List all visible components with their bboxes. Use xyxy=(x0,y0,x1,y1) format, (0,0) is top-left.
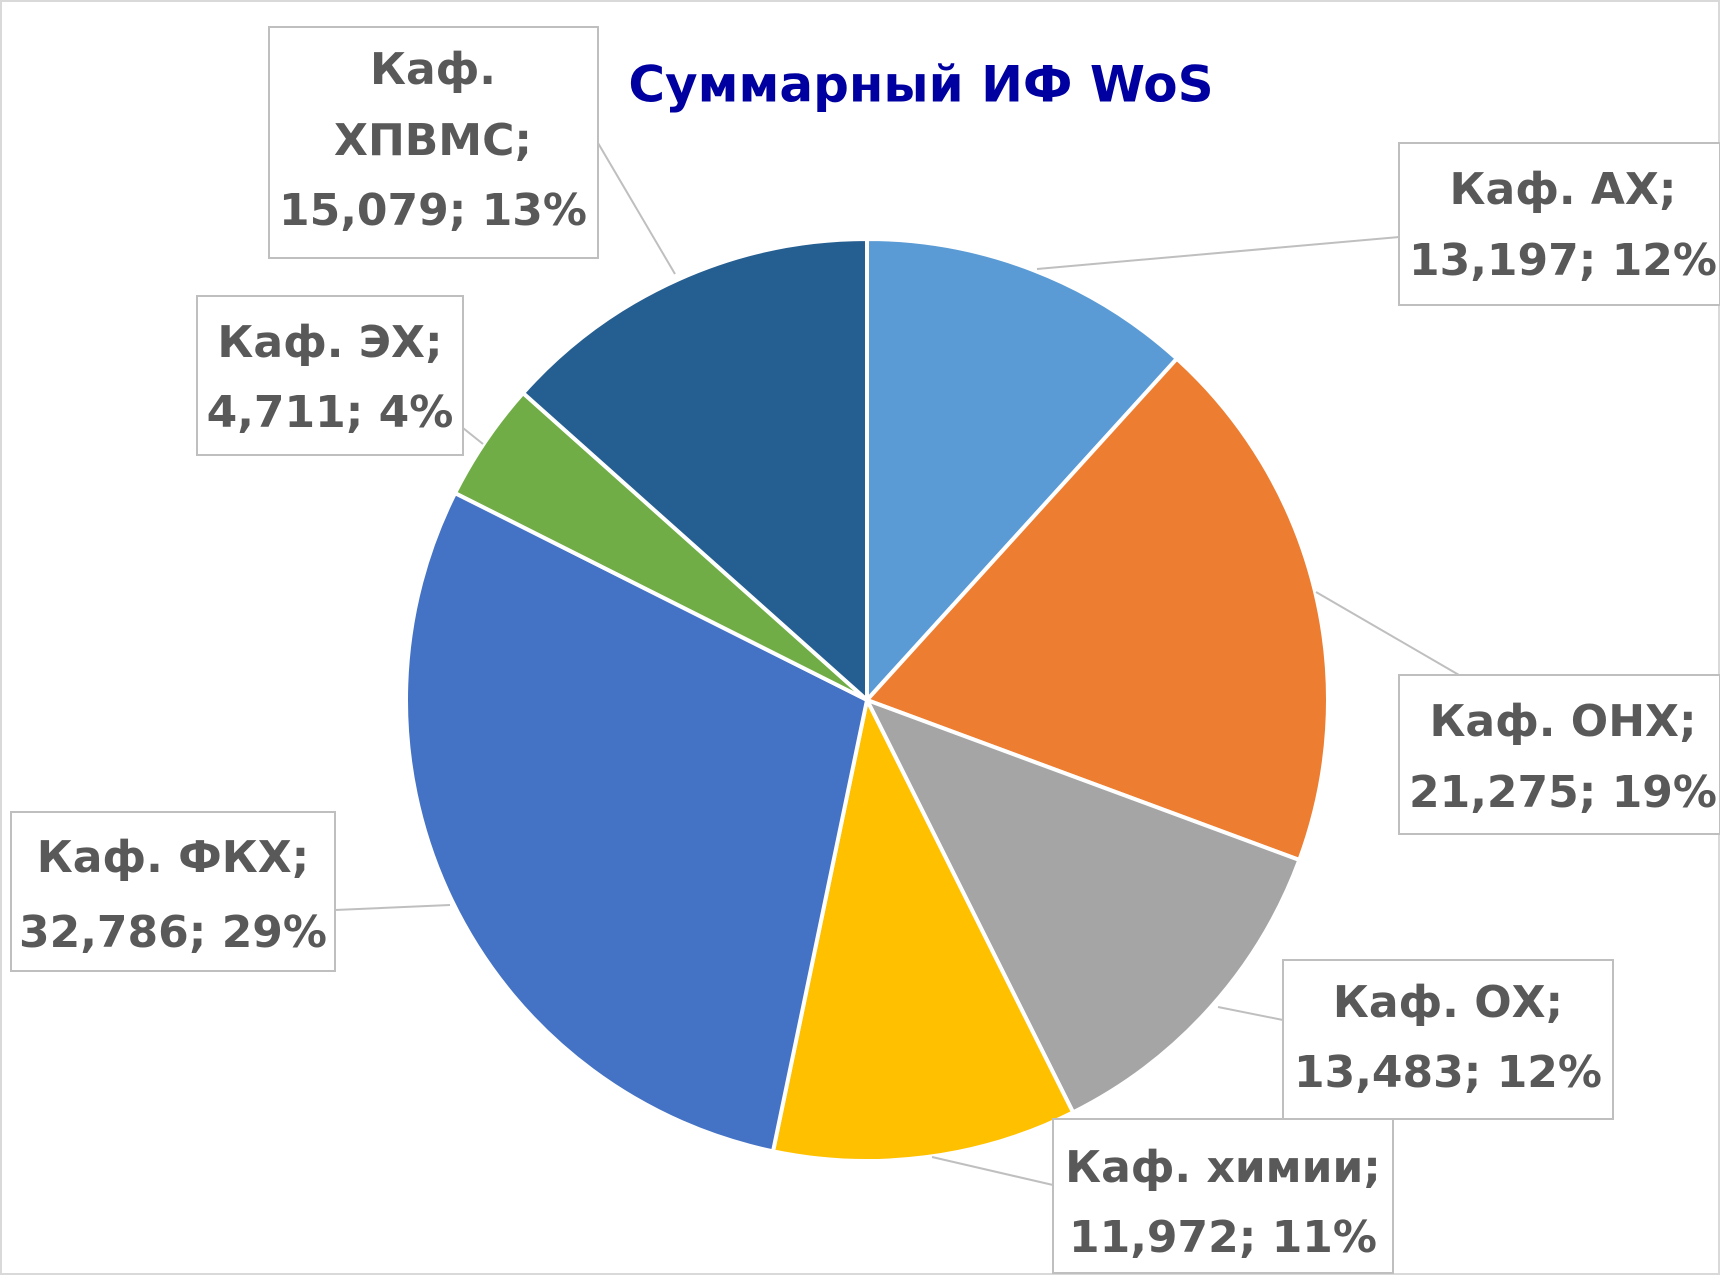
label-box xyxy=(1282,959,1614,1120)
value-label: 15,079; 13% xyxy=(279,185,587,236)
label-box xyxy=(196,295,464,456)
pie-slice xyxy=(862,696,1302,1116)
leader-line xyxy=(334,904,451,911)
label-box xyxy=(1398,142,1720,306)
category-label: Каф. химии; xyxy=(1065,1142,1381,1193)
category-label: Каф. АХ; xyxy=(1450,164,1677,215)
value-label: 4,711; 4% xyxy=(207,387,454,438)
pie-slice xyxy=(770,693,1076,1163)
label-box xyxy=(1052,1118,1394,1274)
label-box xyxy=(268,26,599,259)
leader-line xyxy=(1217,1006,1284,1021)
value-label: 21,275; 19% xyxy=(1409,767,1717,818)
value-label: 32,786; 29% xyxy=(19,907,327,958)
leader-line xyxy=(1036,236,1400,270)
category-label: Каф. ЭХ; xyxy=(217,317,442,368)
leader-line xyxy=(462,427,484,445)
value-label: 13,197; 12% xyxy=(1409,235,1717,286)
category-label: Каф. ОХ; xyxy=(1333,977,1563,1028)
pie-slice xyxy=(863,355,1330,863)
label-box xyxy=(1398,674,1720,835)
category-label: Каф. ХПВМС; xyxy=(334,44,532,166)
value-label: 11,972; 11% xyxy=(1069,1212,1377,1263)
leader-line xyxy=(1315,591,1460,676)
category-label: Каф. ФКХ; xyxy=(37,832,309,883)
leader-line xyxy=(597,142,676,275)
pie-slice xyxy=(520,236,869,705)
pie-slice xyxy=(865,236,1180,706)
category-label: Каф. ОНХ; xyxy=(1429,696,1696,747)
chart-title: Суммарный ИФ WoS xyxy=(628,56,1213,114)
leader-line xyxy=(931,1156,1054,1186)
pie-slice xyxy=(404,490,870,1154)
value-label: 13,483; 12% xyxy=(1294,1047,1602,1098)
label-box xyxy=(10,811,336,972)
